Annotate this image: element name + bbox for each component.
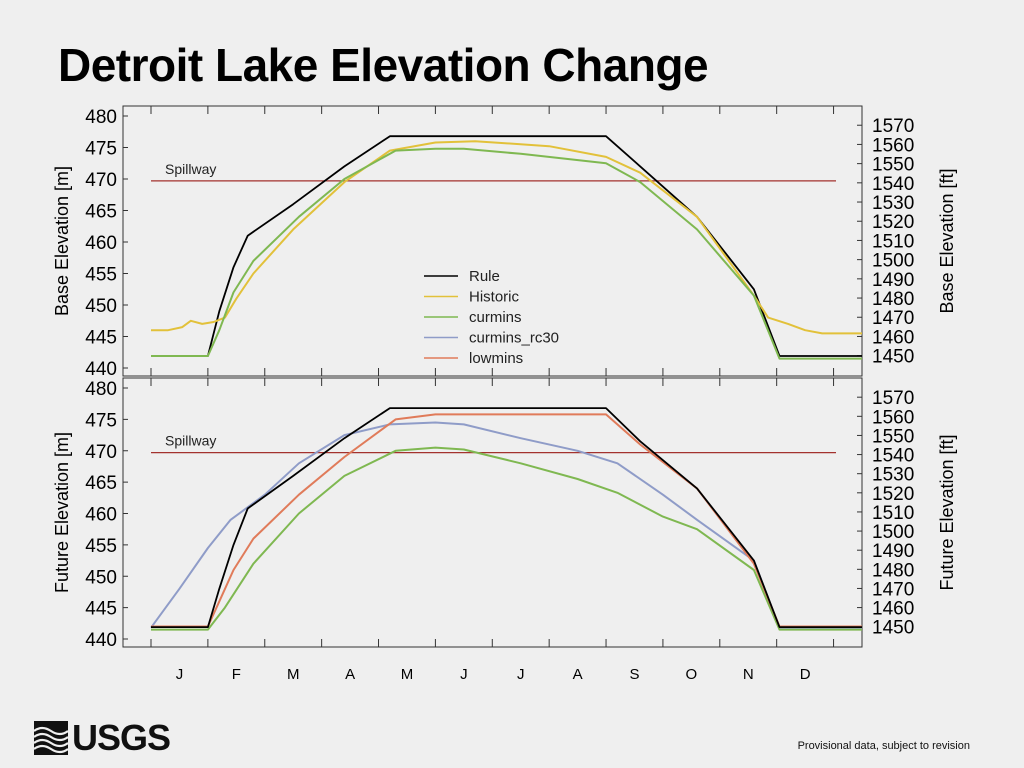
month-label: J bbox=[517, 666, 525, 683]
y2-tick-label: 1450 bbox=[872, 347, 914, 368]
y2-tick-label: 1500 bbox=[872, 251, 914, 272]
y-tick-label: 460 bbox=[85, 505, 117, 526]
y2-tick-label: 1480 bbox=[872, 289, 914, 310]
base-elevation-panel: 4404454504554604654704754801450146014701… bbox=[52, 105, 957, 380]
series-line-rule bbox=[151, 135, 862, 357]
y2-tick-label: 1510 bbox=[872, 231, 914, 252]
y2-tick-label: 1530 bbox=[872, 465, 914, 486]
y-tick-label: 440 bbox=[85, 359, 117, 380]
month-label: J bbox=[176, 666, 184, 683]
y-tick-label: 465 bbox=[85, 473, 117, 494]
month-label: F bbox=[232, 666, 241, 683]
y-tick-label: 445 bbox=[85, 599, 117, 620]
month-label: A bbox=[573, 666, 583, 683]
y2-tick-label: 1530 bbox=[872, 193, 914, 214]
y-axis-title: Future Elevation [m] bbox=[52, 432, 72, 593]
month-label: M bbox=[287, 666, 300, 683]
month-label: M bbox=[401, 666, 414, 683]
usgs-logo: USGS bbox=[34, 717, 171, 758]
y2-tick-label: 1560 bbox=[872, 135, 914, 156]
y2-tick-label: 1460 bbox=[872, 327, 914, 348]
month-label: A bbox=[345, 666, 355, 683]
y2-tick-label: 1550 bbox=[872, 155, 914, 176]
usgs-wave-icon bbox=[34, 721, 68, 755]
y2-axis-title: Base Elevation [ft] bbox=[937, 168, 957, 313]
y-tick-label: 455 bbox=[85, 536, 117, 557]
y2-tick-label: 1520 bbox=[872, 484, 914, 505]
y-tick-label: 455 bbox=[85, 265, 117, 286]
y2-tick-label: 1470 bbox=[872, 308, 914, 329]
y-tick-label: 450 bbox=[85, 567, 117, 588]
y2-axis-title: Future Elevation [ft] bbox=[937, 434, 957, 590]
y2-tick-label: 1540 bbox=[872, 174, 914, 195]
y-tick-label: 475 bbox=[85, 139, 117, 160]
month-label: N bbox=[743, 666, 754, 683]
y-tick-label: 445 bbox=[85, 328, 117, 349]
month-label: O bbox=[686, 666, 698, 683]
legend-label: curmins_rc30 bbox=[469, 330, 559, 347]
usgs-logo-text: USGS bbox=[72, 717, 171, 758]
y2-tick-label: 1450 bbox=[872, 618, 914, 639]
y-tick-label: 465 bbox=[85, 202, 117, 223]
legend-label: Historic bbox=[469, 289, 520, 306]
y-axis-title: Base Elevation [m] bbox=[52, 166, 72, 316]
footer-note: Provisional data, subject to revision bbox=[797, 740, 970, 752]
y2-tick-label: 1500 bbox=[872, 522, 914, 543]
y2-tick-label: 1460 bbox=[872, 599, 914, 620]
y-tick-label: 440 bbox=[85, 630, 117, 651]
y-tick-label: 480 bbox=[85, 379, 117, 400]
series-line-historic bbox=[151, 140, 862, 335]
y-tick-label: 470 bbox=[85, 170, 117, 191]
series-line-curmins-rc30 bbox=[150, 421, 862, 629]
series-line-curmins bbox=[151, 147, 862, 360]
y-tick-label: 480 bbox=[85, 107, 117, 128]
series-line-lowmins bbox=[151, 413, 862, 628]
month-label: S bbox=[629, 666, 639, 683]
y2-tick-label: 1550 bbox=[872, 426, 914, 447]
legend-label: lowmins bbox=[469, 350, 523, 367]
future-elevation-panel: 4404454504554604654704754801450146014701… bbox=[52, 377, 957, 651]
y2-tick-label: 1480 bbox=[872, 560, 914, 581]
month-label: D bbox=[800, 666, 811, 683]
y2-tick-label: 1510 bbox=[872, 503, 914, 524]
y2-tick-label: 1490 bbox=[872, 541, 914, 562]
series-line-rule bbox=[151, 407, 862, 628]
y2-tick-label: 1470 bbox=[872, 579, 914, 600]
panel-frame bbox=[122, 377, 863, 648]
y2-tick-label: 1570 bbox=[872, 116, 914, 137]
legend-label: curmins bbox=[469, 309, 522, 326]
y-tick-label: 450 bbox=[85, 296, 117, 317]
y-tick-label: 470 bbox=[85, 442, 117, 463]
y2-tick-label: 1570 bbox=[872, 388, 914, 409]
month-label: J bbox=[460, 666, 468, 683]
y2-tick-label: 1490 bbox=[872, 270, 914, 291]
page-title: Detroit Lake Elevation Change bbox=[58, 39, 709, 91]
y2-tick-label: 1560 bbox=[872, 407, 914, 428]
spillway-label: Spillway bbox=[165, 161, 216, 177]
series-line-curmins bbox=[151, 446, 862, 631]
legend-label: Rule bbox=[469, 268, 500, 285]
y2-tick-label: 1520 bbox=[872, 212, 914, 233]
y-tick-label: 475 bbox=[85, 410, 117, 431]
spillway-label: Spillway bbox=[165, 433, 216, 449]
y2-tick-label: 1540 bbox=[872, 446, 914, 467]
y-tick-label: 460 bbox=[85, 233, 117, 254]
